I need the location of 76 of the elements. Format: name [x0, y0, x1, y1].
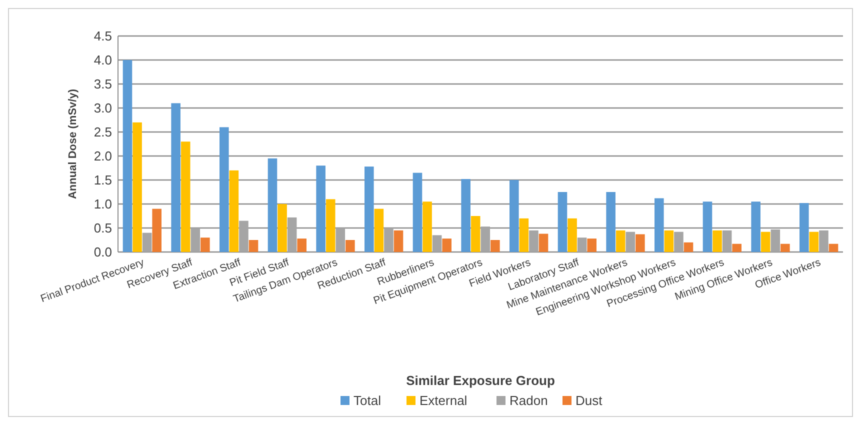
bar — [316, 166, 326, 252]
legend-label: External — [420, 393, 468, 408]
bar — [142, 232, 152, 252]
bar — [461, 179, 470, 252]
bar — [432, 235, 442, 252]
legend-label: Total — [354, 393, 382, 408]
legend-label: Dust — [576, 393, 603, 408]
bar — [229, 170, 239, 252]
bar — [712, 230, 722, 252]
bar — [470, 216, 480, 252]
bar — [577, 238, 587, 252]
bar — [180, 142, 190, 252]
bar — [702, 202, 712, 252]
bar — [374, 208, 384, 252]
bar — [800, 203, 809, 252]
bar — [220, 127, 229, 252]
bar — [346, 240, 355, 252]
bar — [558, 192, 568, 252]
y-tick-label: 2.5 — [94, 124, 112, 140]
y-tick-label: 0.5 — [94, 220, 112, 236]
y-tick-label: 3.0 — [94, 100, 112, 116]
bar — [780, 244, 790, 252]
y-tick-label: 3.5 — [94, 76, 112, 92]
legend-label: Radon — [510, 393, 548, 408]
bar — [616, 230, 626, 252]
bar — [510, 180, 519, 252]
bar — [684, 242, 694, 252]
bar — [538, 234, 548, 252]
bar — [422, 202, 432, 252]
y-tick-label: 4.0 — [94, 52, 112, 68]
bar — [326, 199, 336, 252]
bar — [819, 230, 828, 252]
bar — [722, 230, 732, 252]
y-tick-label: 2.0 — [94, 148, 112, 164]
bar — [239, 220, 248, 252]
bar — [480, 226, 490, 252]
x-axis-title: Similar Exposure Group — [406, 373, 555, 388]
bar — [171, 103, 180, 252]
y-tick-label: 1.0 — [94, 196, 112, 212]
y-tick-label: 1.5 — [94, 172, 112, 188]
bar — [384, 228, 394, 252]
bar — [268, 158, 278, 252]
bar — [809, 232, 819, 252]
bar — [568, 218, 577, 252]
bar — [751, 202, 760, 252]
bar — [664, 230, 674, 252]
bar — [278, 204, 287, 252]
bar — [732, 244, 742, 252]
y-tick-label: 4.5 — [94, 28, 112, 44]
bar — [132, 122, 142, 252]
bar — [760, 232, 770, 252]
bar — [152, 208, 162, 252]
bar — [287, 217, 297, 252]
bar — [529, 230, 538, 252]
bar — [412, 172, 422, 252]
bar — [190, 228, 200, 252]
bar — [394, 230, 404, 252]
bar — [248, 240, 258, 252]
y-axis-title: Annual Dose (mSv/y) — [67, 88, 79, 200]
bar — [490, 240, 500, 252]
bar — [770, 229, 780, 252]
bar — [587, 238, 596, 252]
y-tick-label: 0.0 — [94, 244, 112, 260]
bar — [654, 198, 664, 252]
bar — [606, 192, 616, 252]
bar — [364, 166, 374, 252]
bar — [336, 228, 346, 252]
bar — [674, 232, 684, 252]
bar — [122, 60, 132, 252]
bar — [200, 238, 210, 252]
bar — [828, 244, 838, 252]
bar — [626, 232, 636, 252]
bar — [442, 238, 452, 252]
bar — [519, 218, 529, 252]
bar — [297, 238, 306, 252]
bar — [636, 234, 645, 252]
